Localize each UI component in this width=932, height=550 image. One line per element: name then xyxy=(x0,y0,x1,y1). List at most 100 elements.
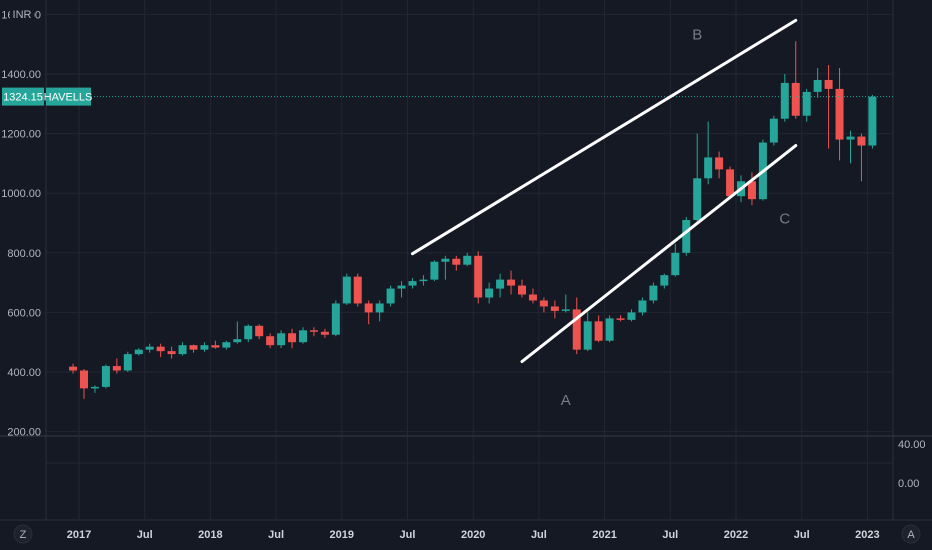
candle-body xyxy=(780,82,789,119)
x-tick-label: 2019 xyxy=(330,529,354,541)
candle-body xyxy=(397,285,406,289)
candle-body xyxy=(791,82,800,116)
candle-body xyxy=(299,330,307,343)
candle-body xyxy=(375,303,384,313)
auto-scale-button[interactable] xyxy=(901,524,921,544)
symbol-label: HAVELLS xyxy=(44,92,93,104)
candle-body xyxy=(747,181,756,200)
x-tick-label: Jul xyxy=(268,529,284,541)
auto-scale-button-label[interactable]: A xyxy=(907,529,915,541)
candle-body xyxy=(649,285,658,301)
candle-body xyxy=(868,96,877,146)
wave-label-b[interactable]: B xyxy=(692,27,702,44)
candle-body xyxy=(167,351,176,355)
candle-body xyxy=(616,318,625,320)
candle-body xyxy=(266,336,275,346)
candle-body xyxy=(255,325,264,337)
candle-body xyxy=(200,345,209,350)
candle-body xyxy=(386,288,395,304)
candle-body xyxy=(101,366,110,387)
candle-body xyxy=(419,279,428,282)
candle-body xyxy=(408,281,417,286)
candle-body xyxy=(583,321,592,350)
candle-body xyxy=(693,178,702,221)
candle-body xyxy=(638,300,647,313)
candle-body xyxy=(123,354,132,371)
candle-body xyxy=(496,279,505,289)
x-tick-label: Jul xyxy=(794,529,810,541)
candle-body xyxy=(364,303,373,313)
candle-body xyxy=(857,136,866,146)
candle-body xyxy=(507,279,516,286)
candle-body xyxy=(594,321,603,341)
candle-body xyxy=(134,349,143,355)
x-tick-label: Jul xyxy=(137,529,153,541)
x-tick-label: Jul xyxy=(400,529,416,541)
x-tick-label: 2018 xyxy=(198,529,222,541)
candle-body xyxy=(671,252,680,276)
symbol-badge xyxy=(46,87,91,106)
candle-body xyxy=(813,79,822,92)
channel-upper-trendline[interactable] xyxy=(411,18,798,256)
candle-body xyxy=(156,346,165,352)
y-tick-label: 1200.00 xyxy=(1,129,41,141)
candle-body xyxy=(660,275,669,286)
candle-body xyxy=(189,345,198,350)
candle-body xyxy=(342,276,351,304)
x-tick-label: 2020 xyxy=(461,529,485,541)
x-tick-label: 2021 xyxy=(592,529,616,541)
channel-lower-trendline[interactable] xyxy=(520,144,798,364)
candle-body xyxy=(112,366,121,371)
candle-body xyxy=(539,300,548,307)
candle-body xyxy=(715,157,724,170)
x-tick-label: Jul xyxy=(662,529,678,541)
candle-body xyxy=(309,330,318,332)
lower-pane-tick: 40.00 xyxy=(898,439,926,451)
candle-body xyxy=(682,220,691,253)
candle-body xyxy=(474,255,483,298)
candle-body xyxy=(769,118,778,143)
zoom-button[interactable] xyxy=(13,524,33,544)
currency-badge-bg xyxy=(10,6,34,22)
candle-body xyxy=(90,386,99,389)
candle-body xyxy=(320,331,329,335)
candle-body xyxy=(211,345,220,348)
candle-body xyxy=(627,312,636,320)
candle-body xyxy=(233,339,242,343)
candle-body xyxy=(528,294,537,301)
candle-body xyxy=(550,306,559,311)
currency-label[interactable]: INR xyxy=(13,9,32,21)
candle-body xyxy=(824,79,833,89)
wave-label-a[interactable]: A xyxy=(561,392,571,409)
candle-body xyxy=(244,325,253,340)
x-tick-label: 2023 xyxy=(855,529,879,541)
candle-body xyxy=(80,370,88,389)
y-tick-label: 600.00 xyxy=(7,307,41,319)
candle-body xyxy=(145,346,154,350)
candle-body xyxy=(222,342,231,348)
candle-body xyxy=(353,276,362,304)
y-tick-label: 1000.00 xyxy=(1,188,41,200)
zoom-button-label[interactable]: Z xyxy=(20,529,27,541)
candle-body xyxy=(846,136,855,140)
y-tick-label: 200.00 xyxy=(7,427,41,439)
candle-body xyxy=(69,366,78,371)
candle-body xyxy=(463,255,472,265)
lower-pane-tick: 0.00 xyxy=(898,478,919,490)
wave-label-c[interactable]: C xyxy=(779,211,790,228)
x-tick-label: 2017 xyxy=(67,529,91,541)
candle-body xyxy=(441,258,450,262)
last-price-badge xyxy=(2,87,44,106)
candle-body xyxy=(331,303,340,335)
candle-body xyxy=(518,285,526,295)
x-tick-label: Jul xyxy=(531,529,547,541)
candle-body xyxy=(430,261,439,280)
candle-body xyxy=(452,258,461,265)
candle-body xyxy=(726,169,735,197)
candle-body xyxy=(802,91,811,116)
candle-body xyxy=(605,318,614,341)
y-tick-label: 800.00 xyxy=(7,248,41,260)
